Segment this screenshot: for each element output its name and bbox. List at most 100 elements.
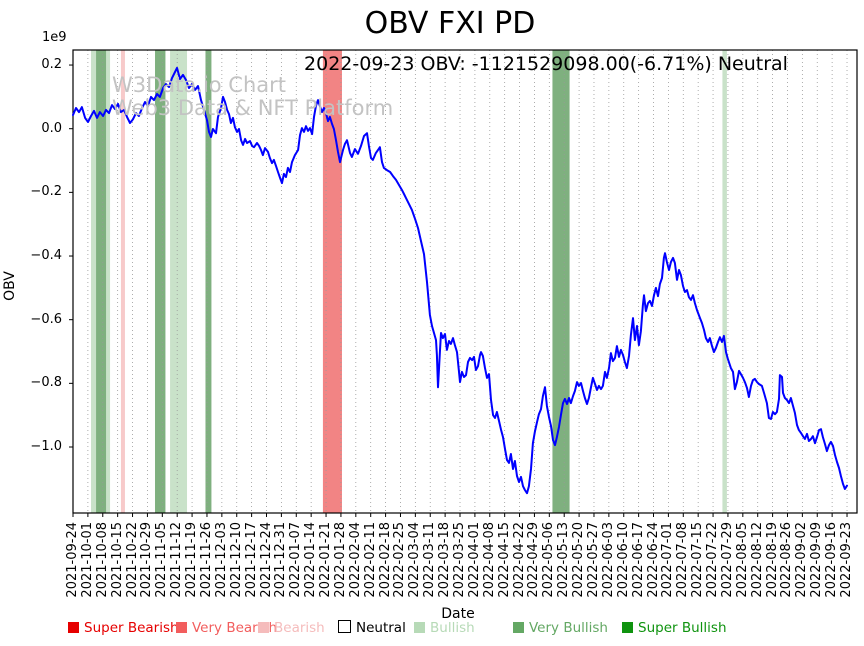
y-tick-label: −0.6: [30, 311, 62, 327]
x-tick-label: 2021-10-15: [109, 522, 125, 598]
x-tick-label: 2021-12-17: [243, 522, 259, 598]
legend-item-very-bearish: Very Bearish: [176, 620, 277, 636]
y-tick-label: −0.2: [30, 184, 62, 200]
x-tick-label: 2022-03-04: [407, 522, 423, 598]
signal-band-very_bearish: [322, 50, 342, 513]
legend-swatch: [258, 622, 269, 633]
legend-item-super-bullish: Super Bullish: [622, 620, 727, 636]
legend-item-bearish: Bearish: [258, 620, 325, 636]
legend-item-neutral: Neutral: [338, 620, 406, 636]
y-axis-offset-label: 1e9: [42, 30, 67, 45]
legend-label: Very Bearish: [192, 620, 278, 636]
x-tick-label: 2022-05-27: [585, 522, 601, 598]
legend-item-bullish: Bullish: [414, 620, 475, 636]
x-tick-label: 2022-08-05: [734, 522, 750, 598]
x-tick-label: 2022-06-17: [630, 522, 646, 598]
x-tick-label: 2022-02-25: [392, 522, 408, 598]
x-tick-label: 2021-10-01: [79, 522, 95, 598]
x-tick-label: 2022-04-08: [481, 522, 497, 598]
x-tick-label: 2021-12-31: [273, 522, 289, 598]
x-tick-label: 2022-07-01: [660, 522, 676, 598]
x-tick-label: 2022-04-22: [511, 522, 527, 598]
legend-item-super-bearish: Super Bearish: [68, 620, 179, 636]
signal-band-very_bullish: [155, 50, 166, 513]
x-tick-label: 2022-05-06: [541, 522, 557, 598]
x-tick-label: 2022-06-03: [600, 522, 616, 598]
legend-swatch: [513, 622, 524, 633]
x-tick-label: 2022-02-18: [377, 522, 393, 598]
x-tick-label: 2022-04-15: [496, 522, 512, 598]
x-tick-label: 2021-11-19: [184, 522, 200, 598]
legend-item-very-bullish: Very Bullish: [513, 620, 608, 636]
legend-label: Bullish: [430, 620, 475, 636]
signal-legend: Super Bearish Very Bearish Bearish Neutral B…: [0, 620, 864, 640]
signal-band-bearish: [120, 50, 125, 513]
x-tick-label: 2021-09-24: [65, 522, 80, 598]
y-tick-label: 0.0: [41, 120, 62, 136]
y-tick-label: 0.2: [41, 57, 62, 73]
legend-swatch: [338, 620, 351, 633]
x-tick-label: 2022-08-26: [779, 522, 795, 598]
x-tick-label: 2022-09-23: [839, 522, 855, 598]
x-tick-label: 2022-06-10: [615, 522, 631, 598]
x-tick-label: 2022-03-11: [422, 522, 438, 598]
x-tick-label: 2021-12-10: [228, 522, 244, 598]
x-tick-label: 2022-01-14: [303, 522, 319, 598]
x-tick-label: 2022-01-21: [318, 522, 334, 598]
x-tick-label: 2021-10-22: [124, 522, 140, 598]
x-axis-label: Date: [441, 606, 475, 622]
x-tick-label: 2021-12-24: [258, 522, 274, 598]
legend-swatch: [176, 622, 187, 633]
x-tick-label: 2022-08-12: [749, 522, 765, 598]
signal-band-very_bullish: [552, 50, 570, 513]
y-tick-label: −0.4: [30, 248, 62, 264]
x-tick-label: 2022-07-08: [675, 522, 691, 598]
x-tick-label: 2022-07-15: [690, 522, 706, 598]
y-tick-label: −1.0: [30, 439, 62, 454]
x-tick-label: 2022-09-16: [824, 522, 840, 598]
x-tick-label: 2021-11-26: [198, 522, 214, 598]
signal-band-very_bullish: [96, 50, 107, 513]
watermark-line1: W3Data.io Chart: [112, 73, 287, 97]
x-tick-label: 2022-05-13: [556, 522, 572, 598]
chart-annotation: 2022-09-23 OBV: -1121529098.00(-6.71%) N…: [304, 53, 788, 75]
x-tick-label: 2022-01-07: [288, 522, 304, 598]
plot-border: [72, 49, 858, 514]
x-tick-label: 2022-03-25: [452, 522, 467, 598]
legend-swatch: [622, 622, 633, 633]
x-tick-label: 2022-07-29: [719, 522, 735, 598]
x-tick-label: 2021-12-03: [213, 522, 229, 598]
x-tick-label: 2022-04-29: [526, 522, 542, 598]
x-tick-label: 2022-09-02: [794, 522, 810, 598]
x-tick-label: 2022-05-20: [571, 522, 587, 598]
signal-band-bullish: [722, 50, 727, 513]
x-tick-label: 2021-10-08: [94, 522, 110, 598]
x-tick-label: 2022-03-18: [437, 522, 453, 598]
x-tick-label: 2022-06-24: [645, 522, 661, 598]
x-tick-label: 2022-07-22: [705, 522, 721, 598]
x-tick-label: 2022-09-09: [809, 522, 825, 598]
legend-swatch: [68, 622, 79, 633]
x-tick-label: 2022-04-01: [466, 522, 482, 598]
obv-line: [72, 66, 848, 495]
legend-label: Very Bullish: [529, 620, 608, 636]
x-tick-label: 2021-11-12: [169, 522, 185, 598]
x-tick-label: 2021-11-05: [154, 522, 170, 598]
signal-band-very_bullish: [205, 50, 212, 513]
legend-label: Neutral: [356, 620, 406, 636]
signal-band-bullish: [170, 50, 188, 513]
watermark-line2: Web3 Data & NFT Platform: [112, 96, 394, 120]
legend-label: Super Bullish: [638, 620, 727, 636]
legend-label: Bearish: [274, 620, 325, 636]
x-tick-label: 2022-01-28: [332, 522, 348, 598]
x-tick-label: 2022-02-04: [347, 522, 363, 598]
y-tick-label: −0.8: [30, 375, 62, 391]
legend-label: Super Bearish: [84, 620, 179, 636]
chart-title: OBV FXI PD: [364, 6, 536, 41]
x-tick-label: 2022-08-19: [764, 522, 780, 598]
legend-swatch: [414, 622, 425, 633]
x-tick-label: 2022-02-11: [362, 522, 378, 598]
x-tick-label: 2021-10-29: [139, 522, 155, 598]
